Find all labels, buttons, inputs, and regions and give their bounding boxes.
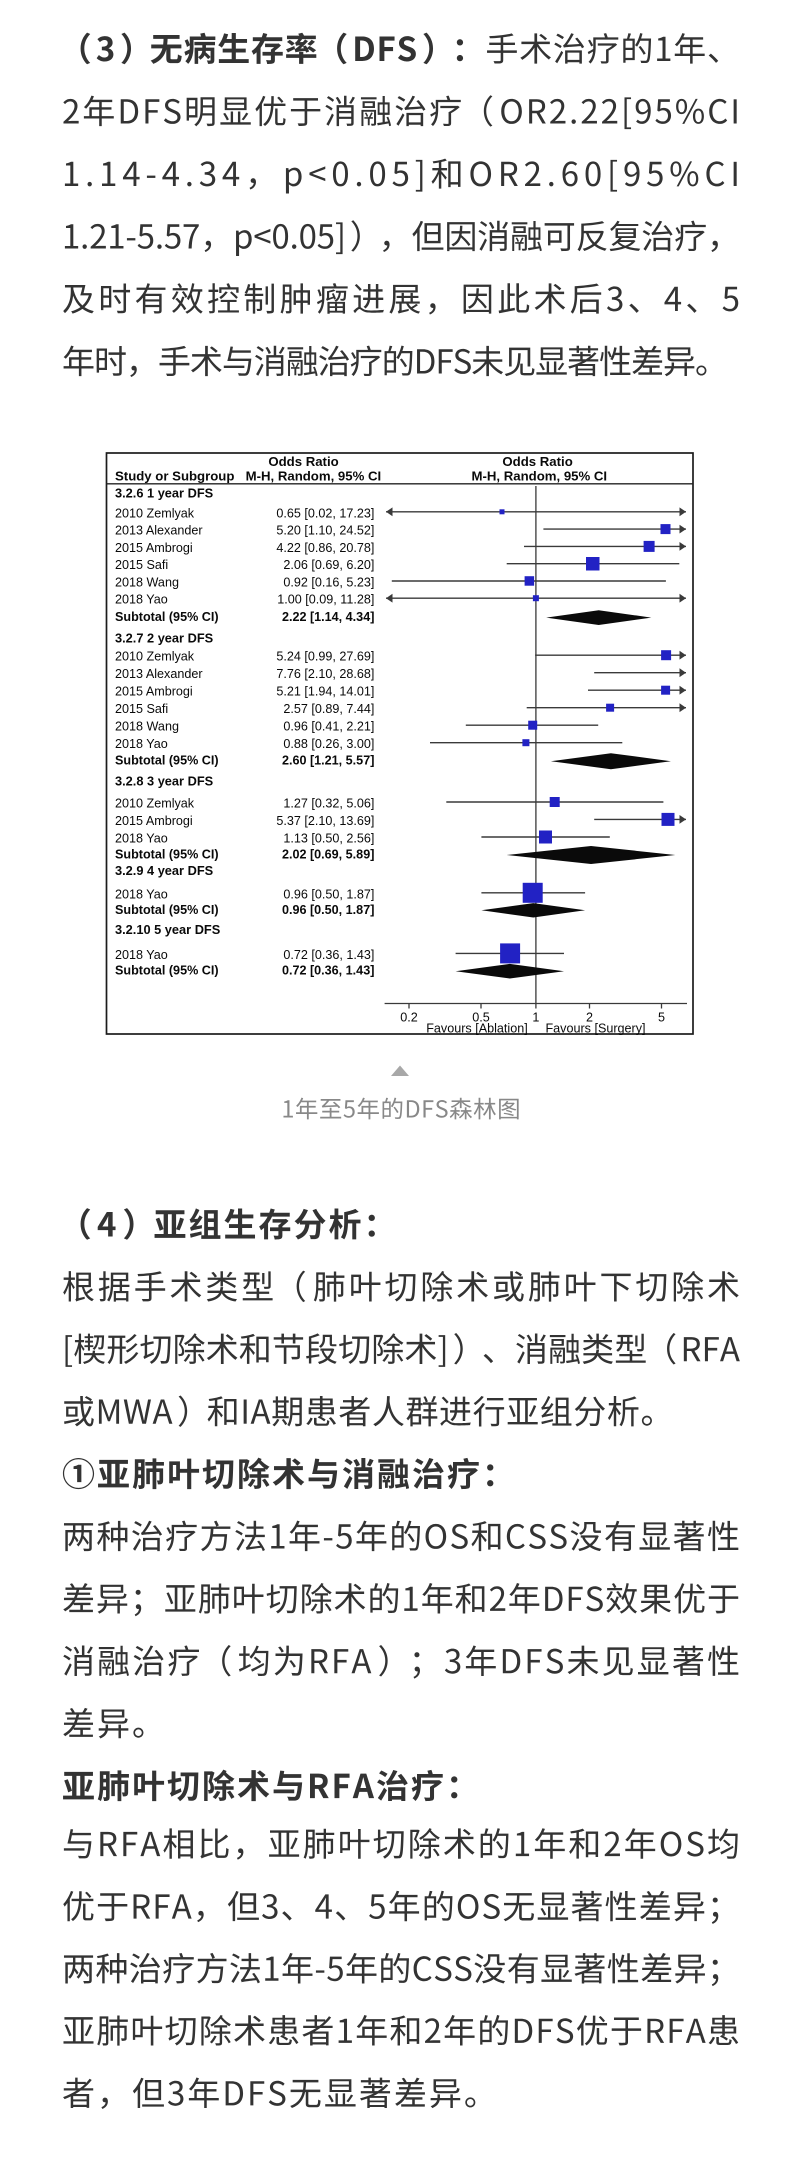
svg-text:Subtotal (95% CI): Subtotal (95% CI) (115, 754, 219, 768)
svg-text:Study or Subgroup: Study or Subgroup (115, 469, 234, 484)
svg-text:2015 Ambrogi: 2015 Ambrogi (115, 814, 193, 828)
svg-text:0.96 [0.50, 1.87]: 0.96 [0.50, 1.87] (282, 903, 374, 917)
svg-text:2018 Yao: 2018 Yao (115, 593, 168, 607)
svg-text:3.2.8 3 year DFS: 3.2.8 3 year DFS (115, 774, 214, 789)
svg-text:2010 Zemlyak: 2010 Zemlyak (115, 650, 195, 664)
svg-text:Odds Ratio: Odds Ratio (268, 454, 338, 469)
svg-text:0.2: 0.2 (400, 1011, 418, 1025)
svg-text:3.2.10 5 year DFS: 3.2.10 5 year DFS (115, 922, 221, 937)
svg-text:2018 Wang: 2018 Wang (115, 576, 179, 590)
svg-text:2013 Alexander: 2013 Alexander (115, 524, 203, 538)
svg-text:Odds Ratio: Odds Ratio (502, 454, 572, 469)
svg-text:1.00 [0.09, 11.28]: 1.00 [0.09, 11.28] (277, 593, 374, 607)
svg-text:2.02 [0.69, 5.89]: 2.02 [0.69, 5.89] (282, 848, 374, 862)
svg-text:0.72 [0.36, 1.43]: 0.72 [0.36, 1.43] (282, 964, 374, 978)
svg-text:3.2.6 1 year DFS: 3.2.6 1 year DFS (115, 486, 214, 501)
svg-text:Subtotal (95% CI): Subtotal (95% CI) (115, 848, 219, 862)
svg-text:2.57 [0.89, 7.44]: 2.57 [0.89, 7.44] (283, 702, 374, 716)
svg-text:2018 Yao: 2018 Yao (115, 737, 168, 751)
svg-text:3.2.7 2 year DFS: 3.2.7 2 year DFS (115, 631, 214, 646)
svg-text:2015 Ambrogi: 2015 Ambrogi (115, 685, 193, 699)
svg-text:0.88 [0.26, 3.00]: 0.88 [0.26, 3.00] (283, 737, 374, 751)
svg-text:Subtotal (95% CI): Subtotal (95% CI) (115, 964, 219, 978)
svg-text:5: 5 (658, 1011, 665, 1025)
svg-text:0.96 [0.50, 1.87]: 0.96 [0.50, 1.87] (283, 887, 374, 901)
svg-text:2: 2 (586, 1011, 593, 1025)
svg-text:7.76 [2.10, 28.68]: 7.76 [2.10, 28.68] (276, 667, 374, 681)
svg-text:2013 Alexander: 2013 Alexander (115, 667, 203, 681)
svg-text:5.37 [2.10, 13.69]: 5.37 [2.10, 13.69] (276, 814, 374, 828)
svg-text:2.22 [1.14, 4.34]: 2.22 [1.14, 4.34] (282, 610, 374, 624)
svg-text:2015 Safi: 2015 Safi (115, 558, 168, 572)
svg-text:1.13 [0.50, 2.56]: 1.13 [0.50, 2.56] (283, 832, 374, 846)
svg-text:Favours [Ablation]: Favours [Ablation] (426, 1022, 528, 1036)
svg-text:4.22 [0.86, 20.78]: 4.22 [0.86, 20.78] (276, 541, 374, 555)
svg-text:M-H, Random, 95% CI: M-H, Random, 95% CI (472, 469, 608, 484)
svg-text:2018 Yao: 2018 Yao (115, 948, 168, 962)
svg-text:0.72 [0.36, 1.43]: 0.72 [0.36, 1.43] (283, 948, 374, 962)
svg-text:5.20 [1.10, 24.52]: 5.20 [1.10, 24.52] (276, 524, 374, 538)
svg-text:2010 Zemlyak: 2010 Zemlyak (115, 797, 195, 811)
svg-text:0.65 [0.02, 17.23]: 0.65 [0.02, 17.23] (276, 506, 374, 520)
svg-text:0.5: 0.5 (472, 1011, 490, 1025)
svg-text:0.96 [0.41, 2.21]: 0.96 [0.41, 2.21] (283, 720, 374, 734)
svg-text:0.92 [0.16, 5.23]: 0.92 [0.16, 5.23] (283, 576, 374, 590)
svg-text:2018 Yao: 2018 Yao (115, 832, 168, 846)
svg-text:2.60 [1.21, 5.57]: 2.60 [1.21, 5.57] (282, 754, 374, 768)
svg-text:2018 Wang: 2018 Wang (115, 720, 179, 734)
svg-text:3.2.9 4 year DFS: 3.2.9 4 year DFS (115, 863, 214, 878)
svg-text:2010 Zemlyak: 2010 Zemlyak (115, 506, 195, 520)
svg-text:M-H, Random, 95% CI: M-H, Random, 95% CI (246, 469, 382, 484)
svg-text:1: 1 (532, 1011, 539, 1025)
svg-text:1.27 [0.32, 5.06]: 1.27 [0.32, 5.06] (283, 797, 374, 811)
svg-text:Favours [Surgery]: Favours [Surgery] (545, 1022, 645, 1036)
svg-text:2015 Safi: 2015 Safi (115, 702, 168, 716)
svg-text:Subtotal (95% CI): Subtotal (95% CI) (115, 610, 219, 624)
svg-text:Subtotal (95% CI): Subtotal (95% CI) (115, 903, 219, 917)
svg-text:5.24 [0.99, 27.69]: 5.24 [0.99, 27.69] (276, 650, 374, 664)
svg-text:2015 Ambrogi: 2015 Ambrogi (115, 541, 193, 555)
svg-text:5.21 [1.94, 14.01]: 5.21 [1.94, 14.01] (276, 685, 374, 699)
svg-text:2.06 [0.69, 6.20]: 2.06 [0.69, 6.20] (283, 558, 374, 572)
svg-text:2018 Yao: 2018 Yao (115, 887, 168, 901)
